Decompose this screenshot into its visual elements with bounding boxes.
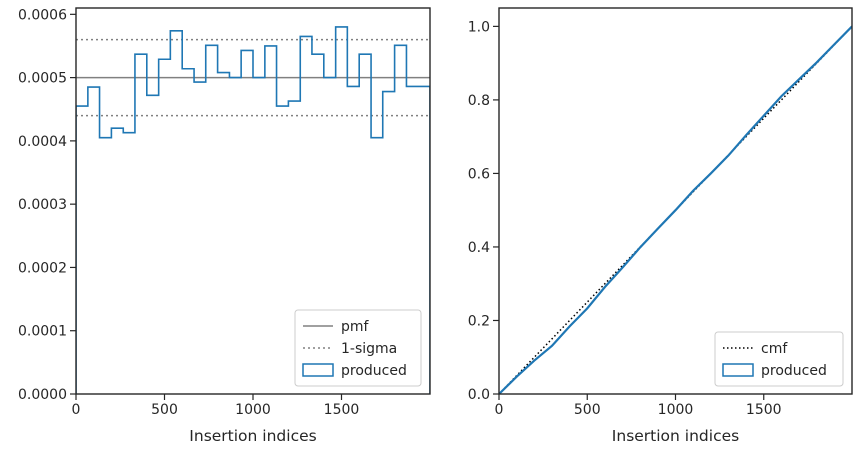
legend-box xyxy=(294,309,422,387)
y-tick-label: 0.0003 xyxy=(18,197,67,213)
y-tick-label: 0.0005 xyxy=(18,71,67,87)
legend-label-produced: produced xyxy=(761,363,827,379)
legend-label-produced: produced xyxy=(341,363,407,379)
x-tick-label: 500 xyxy=(574,402,601,418)
series-line-produced xyxy=(499,25,852,394)
legend: pmf 1-sigma produced xyxy=(294,309,422,387)
x-tick-label: 0 xyxy=(72,402,81,418)
x-tick-label: 1500 xyxy=(746,402,782,418)
legend-label-1-sigma: 1-sigma xyxy=(341,341,397,357)
histogram-step-produced xyxy=(76,26,430,394)
x-axis-label: Insertion indices xyxy=(612,427,739,445)
y-tick-label: 0.2 xyxy=(468,313,490,329)
axes-frame xyxy=(75,7,431,395)
y-tick-label: 0.0001 xyxy=(18,324,67,340)
y-tick-label: 0.6 xyxy=(468,166,490,182)
x-axis-label: Insertion indices xyxy=(189,427,316,445)
x-tick-label: 500 xyxy=(151,402,178,418)
x-tick-label: 0 xyxy=(495,402,504,418)
y-tick-label: 0.0004 xyxy=(18,134,67,150)
y-tick-label: 0.8 xyxy=(468,93,490,109)
plot-area xyxy=(76,26,430,394)
y-tick-label: 1.0 xyxy=(468,19,490,35)
axes-frame xyxy=(498,7,853,395)
x-tick-label: 1000 xyxy=(235,402,271,418)
legend-swatch-produced xyxy=(302,363,334,377)
legend-label-cmf: cmf xyxy=(761,341,788,357)
legend-swatch-produced xyxy=(722,363,754,377)
y-tick-label: 0.0 xyxy=(468,387,490,403)
series-line-cmf xyxy=(499,25,852,394)
x-tick-label: 1000 xyxy=(658,402,694,418)
y-tick-label: 0.0006 xyxy=(18,7,67,23)
legend-label-pmf: pmf xyxy=(341,319,370,335)
chart-panel-1: 0 500 1000 1500 0.0000 0.0001 0.0002 0.0003 0.00… xyxy=(18,7,431,445)
y-tick-label: 0.0000 xyxy=(18,387,67,403)
y-tick-label: 0.4 xyxy=(468,240,490,256)
legend: cmf produced xyxy=(714,331,844,387)
plot-area xyxy=(499,25,852,394)
y-tick-label: 0.0002 xyxy=(18,260,67,276)
x-tick-label: 1500 xyxy=(324,402,360,418)
chart-panel-2: 0 500 1000 1500 0.0 0.2 0.4 0.6 0.8 1.0 Insertion … xyxy=(468,7,853,445)
legend-box xyxy=(714,331,844,387)
